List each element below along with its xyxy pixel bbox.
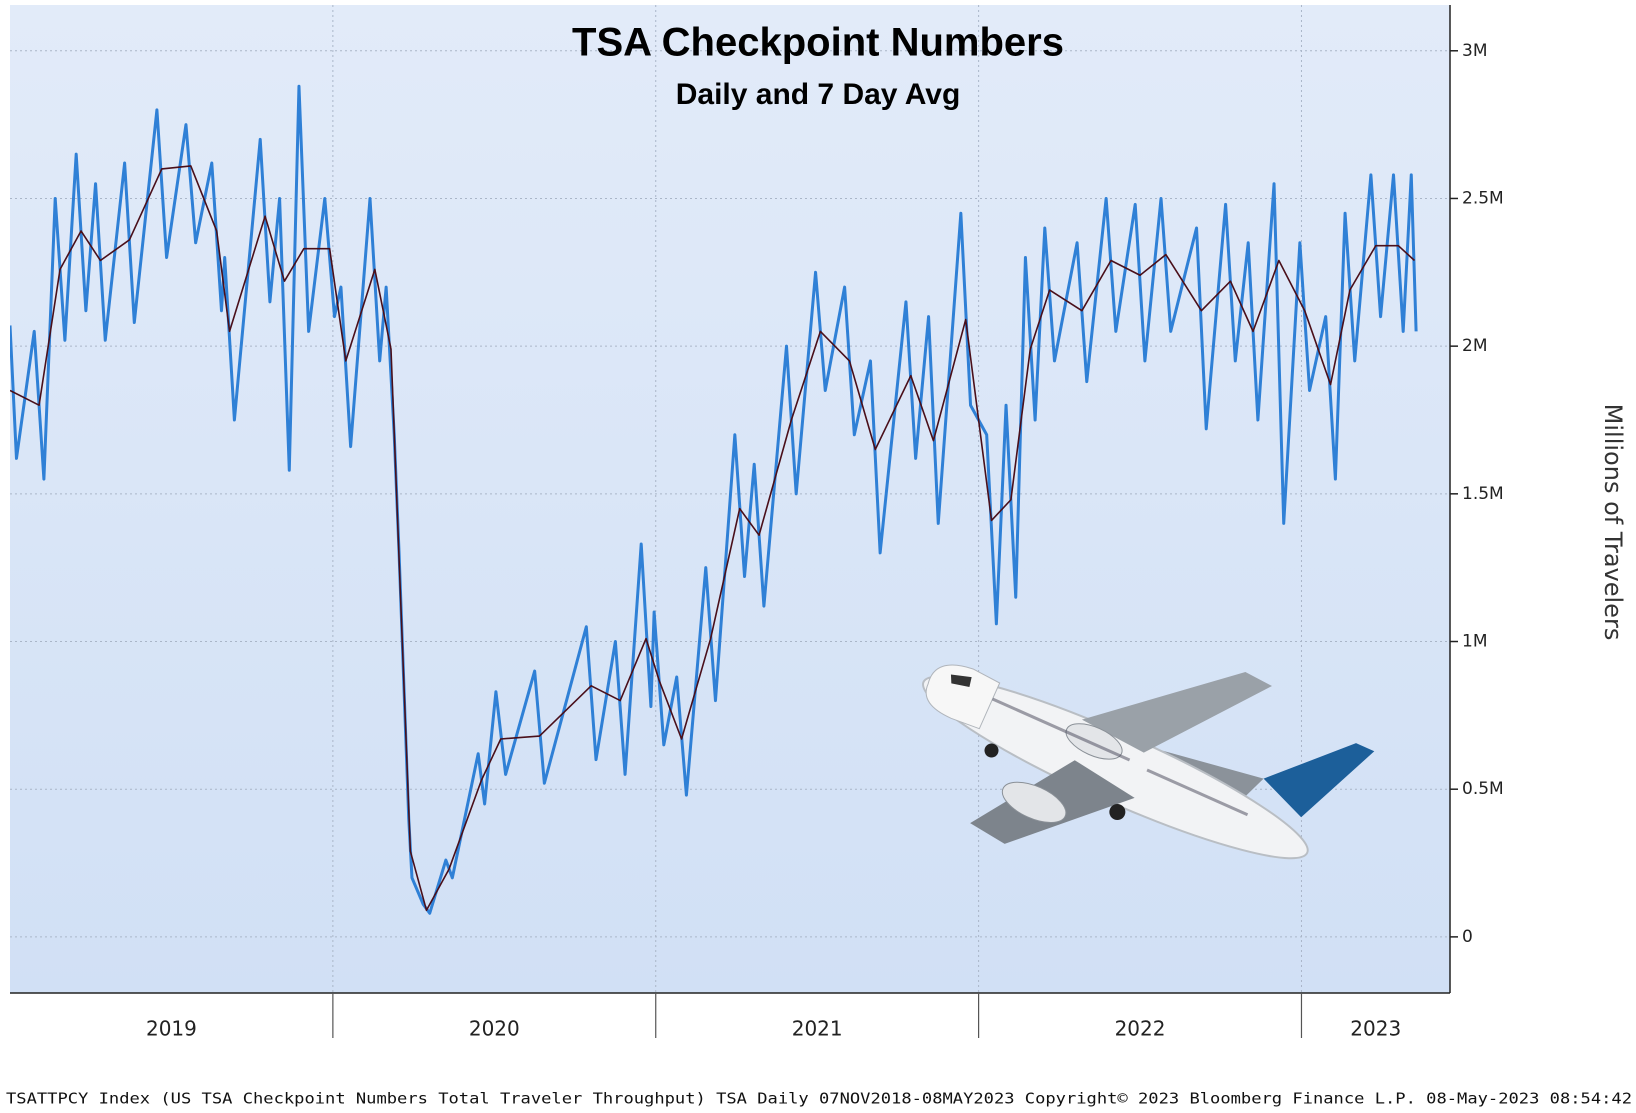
x-tick-label: 2021 bbox=[792, 1017, 843, 1041]
y-tick-label: 0 bbox=[1462, 927, 1473, 947]
x-tick-label: 2022 bbox=[1115, 1017, 1166, 1041]
y-tick-label: 1M bbox=[1462, 632, 1487, 652]
chart-subtitle: Daily and 7 Day Avg bbox=[676, 78, 961, 111]
y-tick-label: 0.5M bbox=[1462, 779, 1504, 799]
x-tick-label: 2023 bbox=[1350, 1017, 1401, 1041]
x-tick-label: 2019 bbox=[146, 1017, 197, 1041]
y-tick-label: 3M bbox=[1462, 41, 1487, 61]
y-tick-label: 2.5M bbox=[1462, 188, 1504, 208]
chart: TSA Checkpoint Numbers Daily and 7 Day A… bbox=[0, 0, 1636, 1109]
x-tick-label: 2020 bbox=[469, 1017, 520, 1041]
y-tick-label: 1.5M bbox=[1462, 484, 1504, 504]
chart-title: TSA Checkpoint Numbers bbox=[572, 21, 1064, 65]
y-axis-title: Millions of Travelers bbox=[1599, 404, 1627, 641]
footer-note: TSATTPCY Index (US TSA Checkpoint Number… bbox=[6, 1090, 1632, 1108]
y-tick-label: 2M bbox=[1462, 336, 1487, 356]
